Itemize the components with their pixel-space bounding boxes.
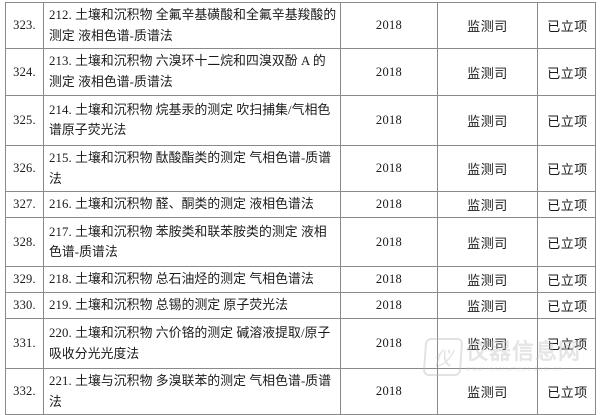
row-index: 324. [5, 48, 44, 96]
table-row: 327. 216. 土壤和沉积物 醛、酮类的测定 液相色谱法 2018 监测司 … [5, 191, 596, 219]
row-index: 326. [5, 144, 44, 193]
plan-year: 2018 [340, 94, 438, 146]
table-row: 332. 221. 土壤与沉积物 多溴联苯的测定 气相色谱-质谱法 2018 监… [5, 368, 596, 415]
status-badge: 已立项 [537, 368, 596, 415]
row-index: 331. [5, 318, 44, 370]
status-badge: 已立项 [537, 318, 596, 370]
document-page: 323. 212. 土壤和沉积物 全氟辛基磺酸和全氟辛基羧酸的测定 液相色谱-质… [5, 1, 596, 415]
plan-year: 2018 [340, 1, 438, 50]
plan-year: 2018 [340, 318, 438, 370]
standard-name: 216. 土壤和沉积物 醛、酮类的测定 液相色谱法 [43, 191, 341, 219]
plan-year: 2018 [340, 292, 438, 320]
standards-table-body: 323. 212. 土壤和沉积物 全氟辛基磺酸和全氟辛基羧酸的测定 液相色谱-质… [5, 1, 596, 415]
status-badge: 已立项 [537, 144, 596, 193]
status-badge: 已立项 [537, 292, 596, 320]
managing-dept: 监测司 [437, 292, 538, 320]
managing-dept: 监测司 [437, 94, 538, 146]
row-index: 327. [5, 191, 44, 219]
managing-dept: 监测司 [437, 1, 538, 50]
row-index: 328. [5, 217, 44, 268]
row-index: 329. [5, 266, 44, 294]
status-badge: 已立项 [537, 266, 596, 294]
table-row: 330. 219. 土壤和沉积物 总锡的测定 原子荧光法 2018 监测司 已立… [5, 292, 596, 320]
standard-name: 214. 土壤和沉积物 烷基汞的测定 吹扫捕集/气相色谱原子荧光法 [43, 94, 341, 146]
standard-name: 218. 土壤和沉积物 总石油烃的测定 气相色谱法 [43, 266, 341, 294]
status-badge: 已立项 [537, 48, 596, 96]
row-index: 325. [5, 94, 44, 146]
table-row: 326. 215. 土壤和沉积物 酞酸酯类的测定 气相色谱-质谱法 2018 监… [5, 144, 596, 193]
plan-year: 2018 [340, 266, 438, 294]
row-index: 330. [5, 292, 44, 320]
plan-year: 2018 [340, 368, 438, 415]
managing-dept: 监测司 [437, 217, 538, 268]
row-index: 332. [5, 368, 44, 415]
plan-year: 2018 [340, 48, 438, 96]
status-badge: 已立项 [537, 1, 596, 50]
table-row: 331. 220. 土壤和沉积物 六价铬的测定 碱溶液提取/原子吸收分光光度法 … [5, 318, 596, 370]
plan-year: 2018 [340, 217, 438, 268]
standard-name: 212. 土壤和沉积物 全氟辛基磺酸和全氟辛基羧酸的测定 液相色谱-质谱法 [43, 1, 341, 50]
managing-dept: 监测司 [437, 191, 538, 219]
standard-name: 221. 土壤与沉积物 多溴联苯的测定 气相色谱-质谱法 [43, 368, 341, 415]
managing-dept: 监测司 [437, 318, 538, 370]
plan-year: 2018 [340, 144, 438, 193]
table-row: 324. 213. 土壤和沉积物 六溴环十二烷和四溴双酚 A 的测定 液相色谱-… [5, 48, 596, 96]
standard-name: 219. 土壤和沉积物 总锡的测定 原子荧光法 [43, 292, 341, 320]
row-index: 323. [5, 1, 44, 50]
table-row: 329. 218. 土壤和沉积物 总石油烃的测定 气相色谱法 2018 监测司 … [5, 266, 596, 294]
standard-name: 213. 土壤和沉积物 六溴环十二烷和四溴双酚 A 的测定 液相色谱-质谱法 [43, 48, 341, 96]
standard-name: 220. 土壤和沉积物 六价铬的测定 碱溶液提取/原子吸收分光光度法 [43, 318, 341, 370]
managing-dept: 监测司 [437, 144, 538, 193]
managing-dept: 监测司 [437, 368, 538, 415]
table-row: 323. 212. 土壤和沉积物 全氟辛基磺酸和全氟辛基羧酸的测定 液相色谱-质… [5, 1, 596, 50]
status-badge: 已立项 [537, 217, 596, 268]
status-badge: 已立项 [537, 191, 596, 219]
managing-dept: 监测司 [437, 266, 538, 294]
status-badge: 已立项 [537, 94, 596, 146]
table-row: 328. 217. 土壤和沉积物 苯胺类和联苯胺类的测定 液相色谱-质谱法 20… [5, 217, 596, 268]
table-row: 325. 214. 土壤和沉积物 烷基汞的测定 吹扫捕集/气相色谱原子荧光法 2… [5, 94, 596, 146]
managing-dept: 监测司 [437, 48, 538, 96]
standard-name: 215. 土壤和沉积物 酞酸酯类的测定 气相色谱-质谱法 [43, 144, 341, 193]
standards-table: 323. 212. 土壤和沉积物 全氟辛基磺酸和全氟辛基羧酸的测定 液相色谱-质… [5, 1, 596, 415]
plan-year: 2018 [340, 191, 438, 219]
standard-name: 217. 土壤和沉积物 苯胺类和联苯胺类的测定 液相色谱-质谱法 [43, 217, 341, 268]
